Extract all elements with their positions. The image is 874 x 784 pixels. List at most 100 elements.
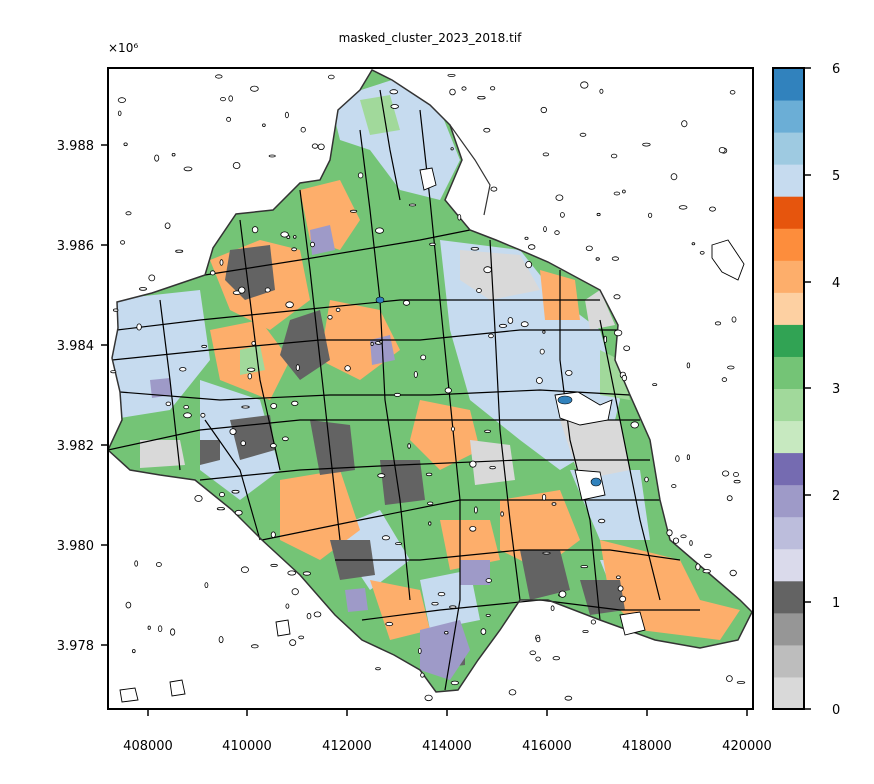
y-offset-label: ×10⁶ xyxy=(108,41,138,55)
masked-feature xyxy=(306,612,312,620)
masked-feature xyxy=(251,226,259,234)
masked-feature xyxy=(474,506,478,514)
masked-feature xyxy=(616,575,621,580)
masked-feature xyxy=(201,344,208,348)
masked-feature xyxy=(610,153,618,159)
masked-feature xyxy=(310,241,315,248)
masked-feature xyxy=(241,405,250,409)
masked-feature xyxy=(431,602,439,606)
masked-feature xyxy=(229,428,237,435)
masked-feature xyxy=(370,341,374,346)
masked-feature xyxy=(407,443,411,449)
x-tick-label: 410000 xyxy=(222,739,272,754)
x-tick-label: 420000 xyxy=(722,739,772,754)
masked-feature xyxy=(285,301,294,309)
masked-feature xyxy=(125,211,132,216)
colorbar-swatch xyxy=(773,420,804,454)
masked-feature xyxy=(408,203,417,207)
masked-feature xyxy=(175,249,184,253)
masked-feature xyxy=(619,595,627,603)
water-outline xyxy=(449,124,491,216)
masked-feature xyxy=(555,194,564,201)
masked-feature xyxy=(262,123,266,127)
masked-feature xyxy=(425,472,433,477)
masked-feature xyxy=(585,245,593,251)
masked-feature xyxy=(171,152,176,157)
masked-feature xyxy=(232,161,241,169)
masked-feature xyxy=(535,656,541,662)
colorbar-swatches xyxy=(773,68,804,710)
masked-feature xyxy=(313,611,322,618)
masked-feature xyxy=(228,95,234,102)
colorbar: 0 1 2 3 4 5 6 xyxy=(772,62,840,718)
masked-feature xyxy=(250,85,259,92)
masked-feature xyxy=(699,251,705,255)
masked-feature xyxy=(552,656,560,661)
masked-feature xyxy=(377,473,386,478)
masked-feature xyxy=(375,227,384,234)
masked-feature xyxy=(680,534,687,539)
masked-feature xyxy=(457,214,462,221)
y-axis: 3.988 3.986 3.984 3.982 3.980 3.978 xyxy=(57,139,108,654)
masked-feature xyxy=(226,116,232,122)
masked-feature xyxy=(194,494,203,502)
masked-feature xyxy=(469,525,477,532)
colorbar-swatch xyxy=(773,612,804,646)
masked-feature xyxy=(695,563,701,571)
masked-feature xyxy=(580,565,589,569)
masked-feature xyxy=(444,387,452,394)
masked-feature xyxy=(550,605,555,611)
masked-feature xyxy=(529,650,537,656)
masked-feature xyxy=(424,694,433,702)
y-tick-label: 3.980 xyxy=(57,539,94,554)
colorbar-swatch xyxy=(773,580,804,614)
masked-feature xyxy=(580,81,589,89)
masked-feature xyxy=(251,341,256,346)
masked-feature xyxy=(542,152,550,157)
masked-feature xyxy=(535,636,541,643)
masked-feature xyxy=(733,479,741,484)
masked-feature xyxy=(268,154,276,158)
colorbar-swatch xyxy=(773,100,804,133)
masked-feature xyxy=(461,86,467,91)
masked-feature xyxy=(155,562,162,567)
masked-feature xyxy=(450,680,459,686)
masked-feature xyxy=(483,127,491,133)
masked-feature xyxy=(447,74,456,77)
masked-feature xyxy=(209,270,216,276)
masked-feature xyxy=(554,230,560,235)
masked-feature xyxy=(389,89,399,95)
masked-feature xyxy=(240,566,249,573)
masked-feature xyxy=(428,521,432,526)
masked-feature xyxy=(652,383,658,387)
masked-feature xyxy=(721,470,730,477)
colorbar-swatch xyxy=(773,484,804,518)
masked-feature xyxy=(295,364,300,371)
masked-feature xyxy=(681,120,688,128)
masked-feature xyxy=(477,95,486,100)
masked-feature xyxy=(524,236,529,240)
masked-feature xyxy=(721,377,728,382)
masked-feature xyxy=(451,426,455,432)
masked-feature xyxy=(726,495,733,502)
masked-feature xyxy=(287,570,297,576)
masked-feature xyxy=(603,335,607,343)
masked-feature xyxy=(234,509,243,516)
masked-feature xyxy=(270,443,277,449)
masked-feature xyxy=(541,494,547,501)
masked-feature xyxy=(220,97,226,102)
masked-feature xyxy=(112,308,119,312)
masked-feature xyxy=(560,212,565,218)
masked-feature xyxy=(733,471,739,477)
colorbar-swatch xyxy=(773,292,804,325)
masked-feature xyxy=(402,300,411,306)
masked-feature xyxy=(302,571,311,576)
class-purple-regions xyxy=(150,225,490,680)
masked-feature xyxy=(671,484,677,489)
masked-feature xyxy=(218,636,224,644)
masked-feature xyxy=(489,86,496,91)
masked-feature xyxy=(282,436,289,442)
masked-feature xyxy=(598,518,606,524)
masked-feature xyxy=(542,330,546,334)
masked-feature xyxy=(413,371,418,378)
